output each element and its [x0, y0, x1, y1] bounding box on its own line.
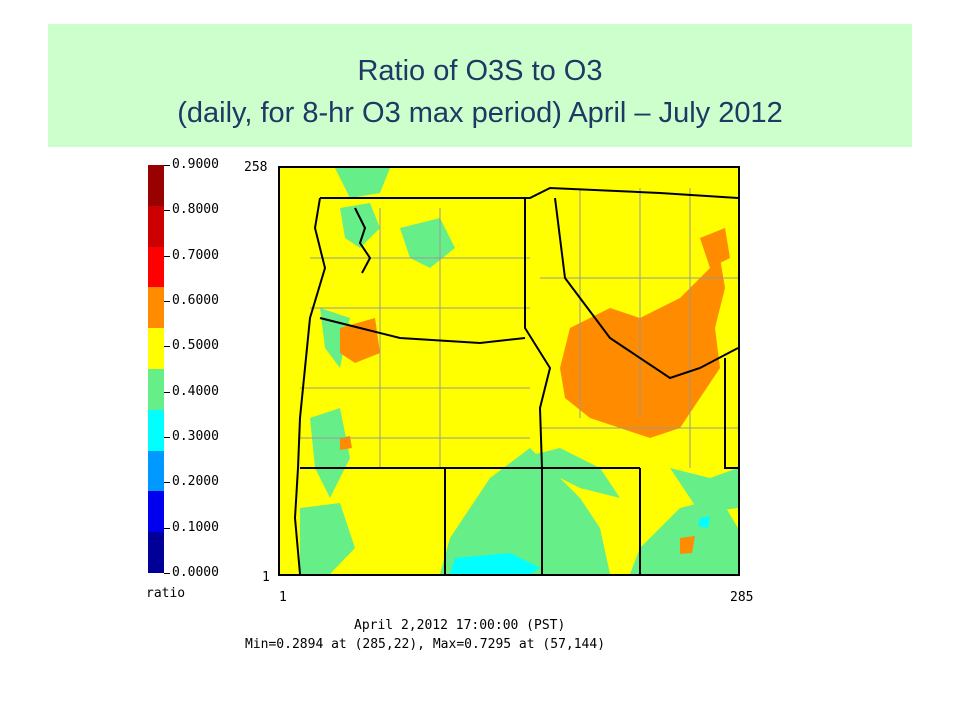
colorbar-tick-label: 0.1000	[172, 519, 219, 535]
ratio-map	[280, 168, 738, 574]
y-axis-bottom-label: 1	[262, 570, 270, 585]
colorbar-tick	[164, 346, 170, 348]
colorbar-unit-label: ratio	[146, 586, 186, 601]
colorbar-segment	[148, 409, 164, 451]
green-region-coast-ca	[300, 503, 355, 574]
title-banner: Ratio of O3S to O3 (daily, for 8-hr O3 m…	[48, 24, 912, 147]
green-region-coast-or	[310, 408, 350, 498]
minmax-label: Min=0.2894 at (285,22), Max=0.7295 at (5…	[245, 637, 606, 652]
colorbar-tick-label: 0.9000	[172, 157, 219, 172]
colorbar-tick-label: 0.8000	[172, 202, 219, 218]
border-wy-east	[724, 358, 738, 469]
colorbar-tick-label: 0.2000	[172, 474, 219, 490]
colorbar-segment	[148, 246, 164, 288]
colorbar-tick	[164, 437, 170, 438]
green-region-nevada-east	[630, 498, 738, 574]
border-id-west	[524, 198, 552, 469]
colorbar-segment	[148, 369, 164, 410]
y-axis-top-label: 258	[244, 160, 268, 175]
colorbar-tick-label: 0.3000	[172, 429, 219, 444]
orange-region-small-2	[680, 536, 695, 554]
border-canada	[320, 186, 738, 199]
cyan-region-east-edge	[698, 516, 710, 528]
colorbar-tick-label: 0.6000	[172, 293, 219, 308]
colorbar-segment	[148, 450, 164, 492]
x-axis-left-label: 1	[279, 590, 287, 605]
colorbar-tick	[164, 527, 170, 529]
colorbar-segment	[148, 205, 164, 247]
border-wa-or	[319, 317, 526, 345]
timestamp-label: April 2,2012 17:00:00 (PST)	[354, 618, 566, 633]
green-regions	[300, 168, 738, 574]
colorbar-tick	[164, 573, 170, 574]
map-frame	[278, 166, 740, 576]
green-region-snake-river	[520, 448, 620, 498]
cyan-regions	[450, 516, 710, 574]
colorbar-tick-label: 0.5000	[172, 338, 219, 354]
green-region-puget	[340, 203, 380, 248]
colorbar	[148, 165, 164, 574]
state-borders	[293, 186, 738, 574]
colorbar-segment	[148, 328, 164, 370]
green-region-south-central	[440, 448, 610, 574]
orange-region-idaho-montana	[560, 258, 725, 438]
colorbar-tick	[164, 255, 170, 257]
green-region-northwest	[335, 168, 390, 198]
border-id-mt	[554, 197, 738, 380]
colorbar-tick	[164, 165, 170, 166]
green-region-cascades-wa	[400, 218, 455, 268]
colorbar-tick-label: 0.0000	[172, 565, 219, 580]
coastline	[293, 197, 327, 574]
x-axis-right-label: 285	[730, 590, 754, 605]
orange-region-portland	[340, 318, 380, 363]
colorbar-tick-label: 0.7000	[172, 247, 219, 263]
orange-region-montana-north	[700, 228, 730, 268]
title-line-2: (daily, for 8-hr O3 max period) April – …	[177, 97, 783, 129]
colorbar-tick-label: 0.4000	[172, 383, 219, 399]
colorbar-tick	[164, 482, 170, 484]
colorbar-tick	[164, 391, 170, 393]
colorbar-tick	[164, 301, 170, 302]
colorbar-segment	[148, 165, 164, 206]
green-region-wyoming	[670, 468, 738, 513]
puget-sound	[354, 207, 372, 274]
orange-regions	[340, 228, 730, 554]
colorbar-segment	[148, 532, 164, 574]
orange-region-small-1	[340, 436, 352, 450]
colorbar-tick	[164, 210, 170, 212]
title-line-1: Ratio of O3S to O3	[357, 55, 603, 87]
cyan-region-southern-nevada	[450, 553, 540, 574]
colorbar-segment	[148, 287, 164, 329]
colorbar-segment	[148, 491, 164, 533]
county-lines	[300, 188, 738, 468]
